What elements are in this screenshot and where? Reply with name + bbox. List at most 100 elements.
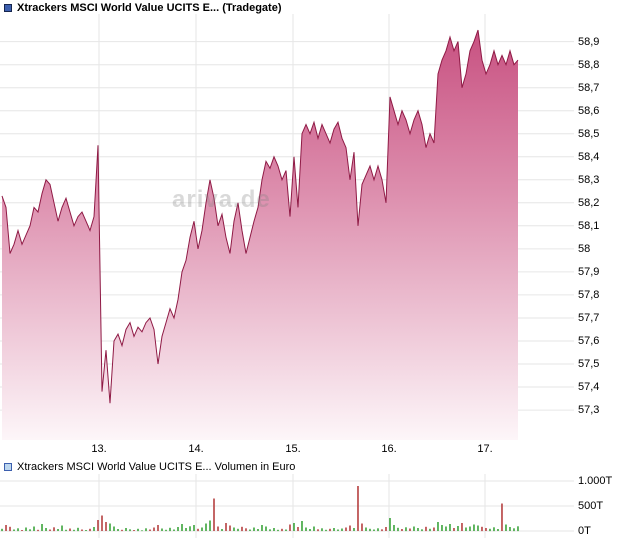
- volume-bar: [97, 520, 99, 531]
- volume-bar: [353, 528, 355, 531]
- volume-bar: [321, 528, 323, 532]
- volume-bar: [473, 524, 475, 531]
- volume-bar: [53, 527, 55, 532]
- volume-bar: [49, 529, 51, 531]
- volume-bar: [173, 529, 175, 531]
- volume-bar: [229, 525, 231, 531]
- volume-bar: [465, 527, 467, 531]
- volume-bar: [81, 529, 83, 531]
- volume-bar: [181, 524, 183, 531]
- volume-bar: [265, 526, 267, 531]
- volume-bar: [93, 527, 95, 531]
- price-y-tick-label: 57,3: [578, 404, 600, 417]
- volume-bar: [249, 529, 251, 531]
- volume-bar: [329, 528, 331, 532]
- volume-bar: [369, 528, 371, 532]
- volume-bar: [145, 528, 147, 532]
- price-y-tick-label: 58,1: [578, 219, 600, 232]
- volume-bar: [177, 527, 179, 531]
- volume-bar: [69, 528, 71, 531]
- volume-bar: [109, 523, 111, 531]
- volume-chart-title: Xtrackers MSCI World Value UCITS E... Vo…: [17, 461, 296, 473]
- volume-bar: [13, 529, 15, 531]
- volume-bar: [37, 529, 39, 532]
- volume-bar: [137, 528, 139, 532]
- volume-bar: [297, 527, 299, 531]
- volume-bar: [21, 530, 23, 531]
- volume-bar: [85, 530, 87, 531]
- volume-bar: [225, 523, 227, 531]
- volume-bar: [269, 529, 271, 532]
- volume-y-tick-label: 500T: [578, 500, 604, 512]
- price-x-tick-label: 16.: [381, 443, 397, 455]
- volume-bar: [517, 526, 519, 532]
- volume-bar: [253, 527, 255, 531]
- price-y-tick-label: 58,2: [578, 196, 600, 209]
- price-series-legend-icon: [4, 4, 12, 12]
- volume-bar: [1, 528, 3, 532]
- volume-bar: [241, 526, 243, 532]
- volume-bar: [409, 528, 411, 531]
- price-chart-title: Xtrackers MSCI World Value UCITS E... (T…: [17, 2, 282, 14]
- volume-bar: [117, 529, 119, 531]
- volume-series-legend-icon: [4, 463, 12, 471]
- volume-bar: [281, 528, 283, 532]
- volume-bar: [513, 528, 515, 532]
- volume-bar: [317, 529, 319, 532]
- price-y-tick-label: 58,6: [578, 104, 600, 117]
- volume-bar: [17, 528, 19, 532]
- volume-bar: [485, 528, 487, 531]
- volume-bar: [77, 527, 79, 532]
- volume-bar: [201, 527, 203, 531]
- volume-bar: [289, 524, 291, 531]
- volume-bar: [209, 520, 211, 531]
- volume-bar: [233, 527, 235, 531]
- volume-bar: [89, 528, 91, 532]
- volume-bar: [437, 522, 439, 531]
- price-y-tick-label: 58,4: [578, 150, 600, 163]
- volume-bar: [217, 526, 219, 531]
- volume-bar: [185, 528, 187, 531]
- volume-bar: [361, 523, 363, 531]
- volume-bar: [9, 526, 11, 532]
- price-y-tick-label: 57,9: [578, 265, 600, 278]
- price-y-tick-label: 57,4: [578, 381, 600, 394]
- volume-bar: [453, 528, 455, 531]
- volume-bar: [293, 523, 295, 531]
- volume-bar: [261, 525, 263, 531]
- volume-bar: [309, 529, 311, 531]
- volume-bar: [125, 528, 127, 531]
- volume-bar: [57, 529, 59, 531]
- volume-bar: [305, 527, 307, 531]
- volume-bar: [413, 526, 415, 531]
- volume-bar: [425, 526, 427, 532]
- price-y-tick-label: 57,5: [578, 358, 600, 370]
- volume-bar: [65, 529, 67, 532]
- volume-bar: [385, 527, 387, 531]
- price-y-tick-label: 57,8: [578, 288, 600, 301]
- price-area-fill: [2, 30, 518, 440]
- price-chart-plot: [0, 14, 574, 440]
- volume-bar: [441, 525, 443, 531]
- price-x-tick-label: 15.: [285, 443, 301, 455]
- volume-bar: [153, 527, 155, 531]
- price-x-axis: 13. 14. 15. 16. 17.: [0, 443, 620, 456]
- volume-bar: [393, 525, 395, 531]
- volume-bar: [105, 522, 107, 531]
- volume-gridlines: [0, 474, 574, 538]
- volume-bar: [373, 529, 375, 531]
- volume-bar: [213, 498, 215, 531]
- volume-bar: [133, 530, 135, 531]
- volume-bar: [73, 529, 75, 532]
- volume-bar: [349, 525, 351, 531]
- volume-bar: [165, 529, 167, 532]
- volume-bar: [29, 529, 31, 532]
- volume-bar: [445, 526, 447, 531]
- volume-bar: [509, 527, 511, 531]
- volume-bar: [157, 525, 159, 531]
- volume-bar: [429, 528, 431, 532]
- volume-y-tick-label: 0T: [578, 525, 591, 537]
- price-y-tick-label: 57,6: [578, 334, 600, 347]
- volume-chart-plot: [0, 474, 574, 538]
